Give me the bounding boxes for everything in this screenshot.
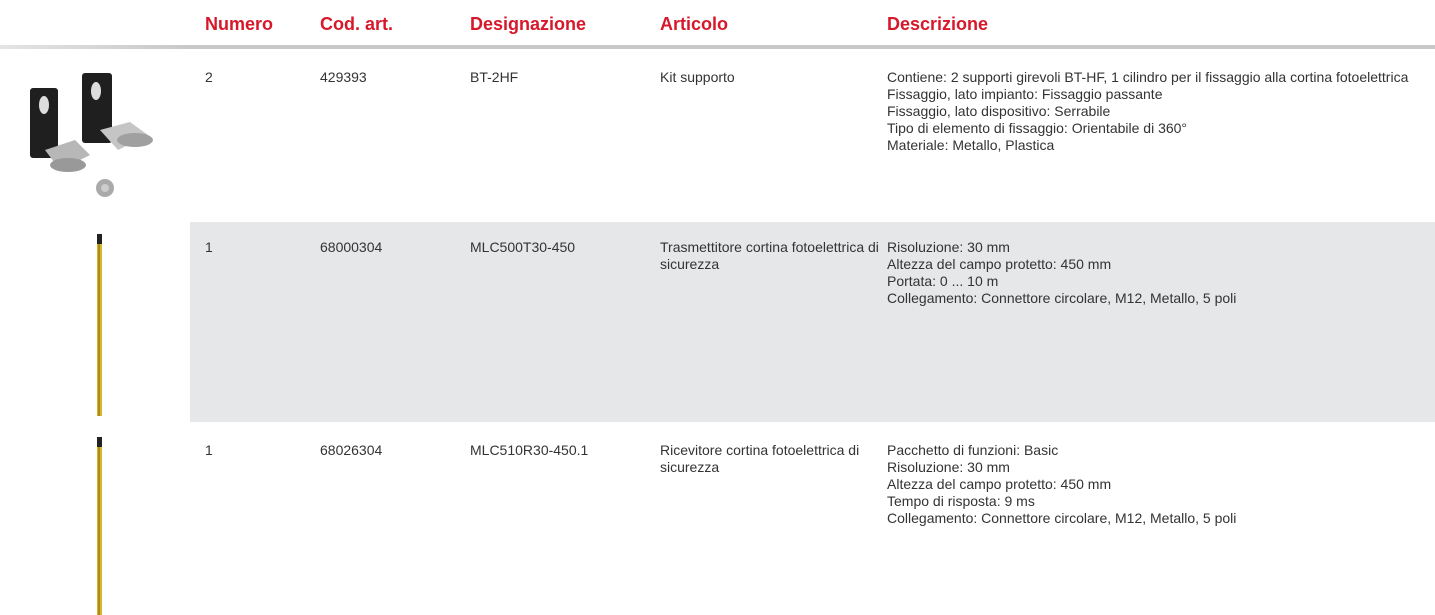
designation: MLC510R30-450.1 [470, 442, 589, 458]
description-line: Tempo di risposta: 9 ms [887, 493, 1035, 509]
description-line: Fissaggio, lato dispositivo: Serrabile [887, 103, 1111, 119]
number: 1 [205, 442, 213, 458]
code: 429393 [320, 69, 367, 85]
number-header: Numero [205, 14, 274, 34]
designation: BT-2HF [470, 69, 519, 85]
description-header: Descrizione [887, 14, 989, 34]
description-line: Altezza del campo protetto: 450 mm [887, 476, 1112, 492]
description: Contiene: 2 supporti girevoli BT-HF, 1 c… [887, 69, 1427, 154]
description-line: Risoluzione: 30 mm [887, 239, 1010, 255]
description-line: Pacchetto di funzioni: Basic [887, 442, 1059, 458]
code: 68000304 [320, 239, 383, 255]
product-image [97, 437, 102, 615]
description-line: Portata: 0 ... 10 m [887, 273, 999, 289]
designation-header: Designazione [470, 14, 587, 34]
description: Pacchetto di funzioni: Basic Risoluzione:… [887, 442, 1427, 527]
product-image [30, 73, 153, 197]
table-row: 1 68026304 MLC510R30-450.1 Ricevitore corti… [190, 425, 1435, 615]
product-image [97, 234, 102, 416]
description-line: Altezza del campo protetto: 450 mm [887, 256, 1112, 272]
description-line: Collegamento: Connettore circolare, M12,… [887, 510, 1237, 526]
description-line: Tipo di elemento di fissaggio: Orientabi… [887, 120, 1188, 136]
designation: MLC500T30-450 [470, 239, 576, 255]
article: Ricevitore cortina fotoelettrica di sicu… [660, 442, 860, 475]
description-line: Contiene: 2 supporti girevoli BT-HF, 1 c… [887, 69, 1409, 85]
table-row: 2 429393 BT-2HF Kit supporto Contiene: 2 sup… [190, 52, 1435, 222]
number: 1 [205, 239, 213, 255]
header-rule [0, 45, 1435, 49]
code: 68026304 [320, 442, 383, 458]
article-header: Articolo [660, 14, 729, 34]
article: Trasmettitore cortina fotoelettrica di s… [660, 239, 879, 272]
code-header: Cod. art. [320, 14, 394, 34]
description: Risoluzione: 30 mm Altezza del campo prot… [887, 239, 1427, 307]
description-line: Collegamento: Connettore circolare, M12,… [887, 290, 1237, 306]
number: 2 [205, 69, 213, 85]
description-line: Risoluzione: 30 mm [887, 459, 1010, 475]
description-line: Materiale: Metallo, Plastica [887, 137, 1055, 153]
table-row: 1 68000304 MLC500T30-450 Trasmettitore cort… [190, 222, 1435, 422]
description-line: Fissaggio, lato impianto: Fissaggio pass… [887, 86, 1163, 102]
article: Kit supporto [660, 69, 735, 85]
